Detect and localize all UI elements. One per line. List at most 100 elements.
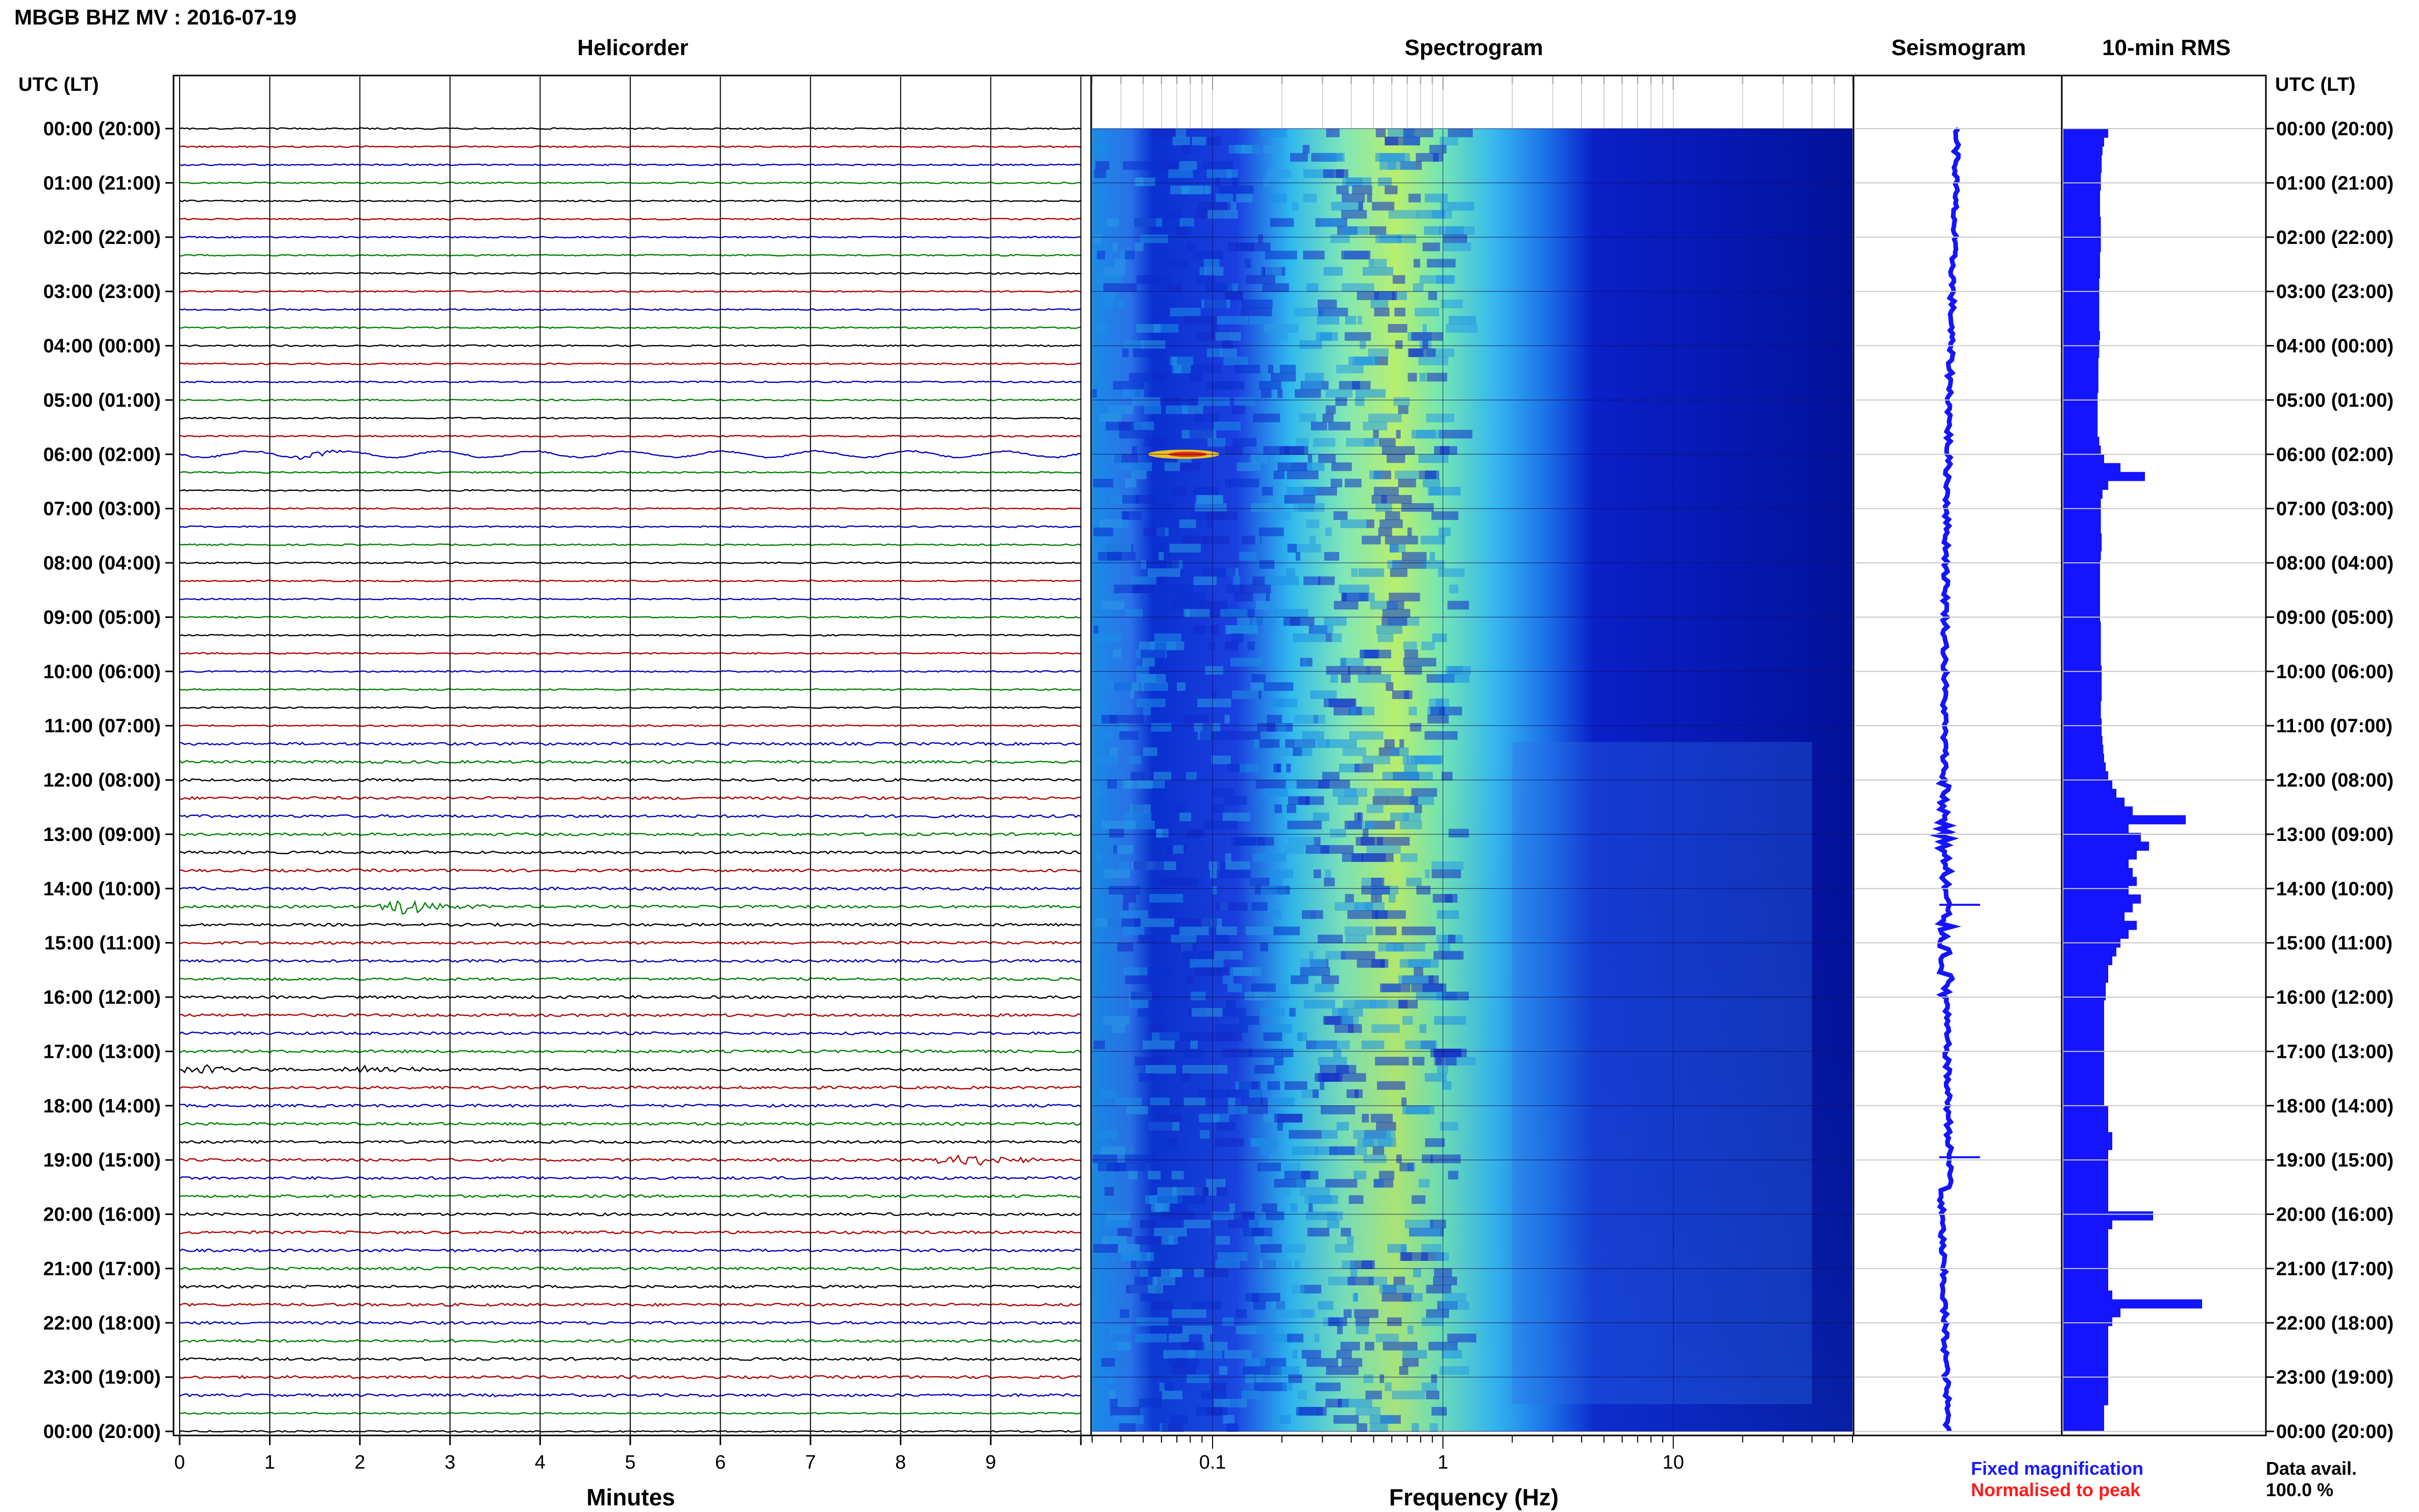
time-label-right: 00:00 (20:00)	[2276, 1421, 2393, 1443]
time-label-right: 05:00 (01:00)	[2276, 390, 2393, 411]
rms-bar	[2063, 472, 2145, 481]
rms-bar	[2063, 630, 2101, 640]
rms-bar	[2063, 155, 2102, 164]
rms-bar	[2063, 181, 2101, 191]
seismogram-frame	[1853, 75, 2063, 1436]
rms-bar	[2063, 1070, 2104, 1080]
rms-bar	[2063, 313, 2100, 323]
rms-bar	[2063, 753, 2104, 763]
rms-bar	[2063, 709, 2101, 719]
time-label-left: 20:00 (16:00)	[43, 1204, 161, 1226]
time-label-left: 05:00 (01:00)	[43, 390, 161, 411]
time-labels-left: 00:00 (20:00) 01:00 (21:00) 02:00 (22:00) 0…	[43, 118, 161, 1443]
time-label-left: 03:00 (23:00)	[43, 281, 161, 303]
rms-bar	[2063, 1308, 2120, 1318]
rms-bar	[2063, 340, 2100, 349]
time-label-right: 22:00 (18:00)	[2276, 1312, 2393, 1334]
rms-bar	[2063, 692, 2102, 701]
rms-bar	[2063, 648, 2101, 657]
rms-bar	[2063, 877, 2137, 886]
helicorder-xlabel: Minutes	[586, 1484, 675, 1510]
rms-bar	[2063, 657, 2101, 666]
time-label-right: 02:00 (22:00)	[2276, 227, 2393, 249]
rms-bar	[2063, 1422, 2104, 1432]
spectrogram-xlabel: Frequency (Hz)	[1389, 1484, 1559, 1510]
time-label-left: 08:00 (04:00)	[43, 553, 161, 574]
spectrogram-title: Spectrogram	[1404, 35, 1543, 60]
rms-bar	[2063, 445, 2101, 455]
time-label-right: 19:00 (15:00)	[2276, 1150, 2393, 1171]
rms-bar	[2063, 1000, 2104, 1009]
time-label-left: 14:00 (10:00)	[43, 878, 161, 900]
time-label-left: 19:00 (15:00)	[43, 1150, 161, 1171]
rms-bar	[2063, 1202, 2108, 1212]
rms-bar	[2063, 604, 2100, 613]
rms-bar	[2063, 1018, 2104, 1027]
rms-bar	[2063, 1255, 2108, 1265]
helicorder-title: Helicorder	[577, 35, 688, 60]
rms-bar	[2063, 1061, 2104, 1071]
minute-tick-label: 6	[715, 1452, 726, 1473]
rms-bar	[2063, 225, 2101, 235]
rms-bar	[2063, 833, 2141, 842]
data-availability-label: Data avail.	[2266, 1458, 2357, 1479]
rms-bar	[2063, 1229, 2108, 1238]
rms-bar	[2063, 525, 2101, 534]
rms-bar	[2063, 780, 2112, 789]
rms-bar	[2063, 622, 2101, 631]
rms-bar	[2063, 1150, 2108, 1159]
legend-normalised-to-peak: Normalised to peak	[1971, 1479, 2141, 1500]
rms-bar	[2063, 1097, 2104, 1106]
rms-bar	[2063, 1114, 2108, 1124]
time-label-left: 01:00 (21:00)	[43, 172, 161, 194]
rms-bar	[2063, 1361, 2108, 1370]
rms-bar	[2063, 1079, 2104, 1088]
frequency-tick-label: 0.1	[1199, 1452, 1226, 1473]
rms-bar	[2063, 164, 2102, 173]
time-label-left: 17:00 (13:00)	[43, 1041, 161, 1062]
rms-bar	[2063, 1105, 2108, 1115]
rms-bar	[2063, 1211, 2153, 1221]
rms-bar	[2063, 1035, 2104, 1045]
rms-bar	[2063, 577, 2100, 587]
rms-bar	[2063, 1291, 2112, 1300]
rms-bar	[2063, 1220, 2112, 1229]
rms-bar	[2063, 586, 2100, 596]
data-availability-value: 100.0 %	[2266, 1479, 2333, 1500]
minute-tick-labels: 0 1 2 3 4 5 6 7 8 9	[174, 1452, 996, 1473]
rms-bar	[2063, 1396, 2108, 1405]
seismogram-title: Seismogram	[1891, 35, 2026, 60]
time-label-left: 07:00 (03:00)	[43, 499, 161, 520]
minute-tick-label: 9	[985, 1452, 996, 1473]
time-label-left: 23:00 (19:00)	[43, 1367, 161, 1389]
rms-bar	[2063, 771, 2108, 781]
rms-bar	[2063, 542, 2102, 552]
rms-bar	[2063, 551, 2101, 560]
spectrogram-speckle	[1092, 129, 1477, 1432]
time-label-right: 15:00 (11:00)	[2276, 933, 2392, 954]
time-label-left: 00:00 (20:00)	[43, 118, 161, 140]
rms-bar	[2063, 841, 2149, 851]
rms-bar	[2063, 1185, 2108, 1194]
rms-bar	[2063, 234, 2101, 243]
minute-tick-label: 1	[264, 1452, 275, 1473]
time-label-left: 22:00 (18:00)	[43, 1312, 161, 1334]
rms-bar	[2063, 419, 2098, 429]
rms-bar	[2063, 349, 2100, 358]
rms-bar	[2063, 129, 2108, 138]
rms-bar	[2063, 762, 2106, 772]
rms-bar	[2063, 208, 2100, 217]
time-label-left: 15:00 (11:00)	[44, 933, 161, 954]
rms-bar	[2063, 736, 2103, 746]
time-label-left: 18:00 (14:00)	[43, 1096, 161, 1117]
rms-bar	[2063, 1141, 2112, 1150]
frequency-tick-labels: 0.1 1 10	[1199, 1452, 1684, 1473]
rms-bar	[2063, 1281, 2108, 1291]
rms-bar	[2063, 745, 2104, 754]
minute-tick-label: 4	[535, 1452, 546, 1473]
rms-bar	[2063, 568, 2100, 578]
rms-bar	[2063, 1194, 2108, 1203]
rms-bar	[2063, 1405, 2104, 1415]
rms-bar	[2063, 964, 2108, 974]
time-label-left: 13:00 (09:00)	[43, 824, 161, 846]
